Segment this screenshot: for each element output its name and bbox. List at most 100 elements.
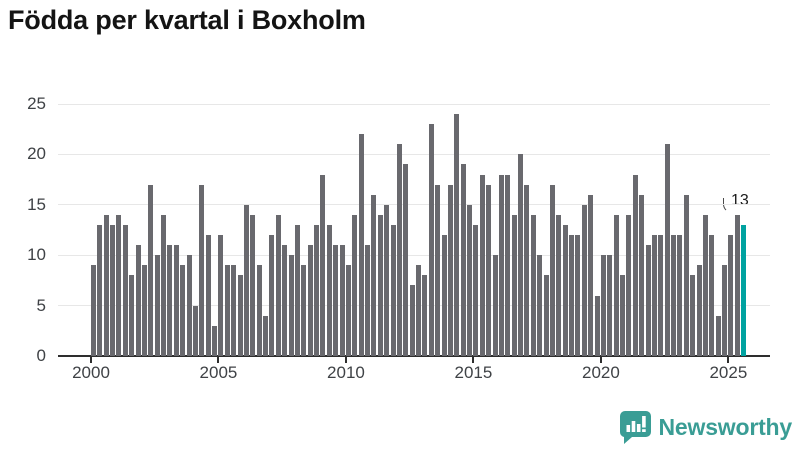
value-label: 13 <box>731 192 749 209</box>
bar <box>263 315 269 356</box>
bar <box>709 235 715 356</box>
bar <box>575 235 581 356</box>
x-axis-tick <box>472 357 475 363</box>
bar <box>581 204 587 356</box>
newsworthy-logo-icon <box>619 410 652 444</box>
bar <box>658 235 664 356</box>
bar <box>556 214 562 356</box>
bar <box>396 144 402 356</box>
bar <box>460 164 466 356</box>
newsworthy-wordmark: Newsworthy <box>658 413 793 440</box>
bar <box>498 174 504 356</box>
bar <box>199 184 205 356</box>
bar <box>683 194 689 356</box>
bar <box>645 245 651 356</box>
bar <box>562 224 568 356</box>
bar <box>345 265 351 356</box>
bar <box>492 255 498 356</box>
highlighted-bar <box>741 224 747 356</box>
bar <box>358 134 364 356</box>
bar <box>671 235 677 356</box>
x-axis-tick <box>599 357 602 363</box>
bar <box>333 245 339 356</box>
x-axis-label: 2005 <box>199 363 238 382</box>
bar <box>677 235 683 356</box>
bar <box>154 255 160 356</box>
bar <box>664 144 670 356</box>
bar <box>505 174 511 356</box>
bar <box>479 174 485 356</box>
x-axis-label: 2025 <box>709 363 748 382</box>
bar <box>607 255 613 356</box>
bar <box>224 265 230 356</box>
bar <box>307 245 313 356</box>
bar <box>103 214 109 356</box>
bar <box>275 214 281 356</box>
bar <box>135 245 141 356</box>
bar <box>218 235 224 356</box>
bar <box>256 265 262 356</box>
bar <box>626 214 632 356</box>
bar <box>212 325 218 356</box>
bar <box>161 214 167 356</box>
bar <box>167 245 173 356</box>
bar <box>97 224 103 356</box>
bar <box>205 235 211 356</box>
bar <box>116 214 122 356</box>
y-axis-label: 10 <box>27 245 46 265</box>
bar <box>416 265 422 356</box>
bar <box>294 224 300 356</box>
bar <box>428 124 434 356</box>
bar <box>728 235 734 356</box>
bar <box>441 235 447 356</box>
bar <box>620 275 626 356</box>
bar <box>91 265 96 356</box>
y-axis-label: 20 <box>27 144 46 164</box>
bar <box>148 184 154 356</box>
bar <box>530 214 536 356</box>
gridline <box>58 254 770 256</box>
y-axis-label: 25 <box>27 94 46 113</box>
bar <box>173 245 179 356</box>
x-axis-tick <box>217 357 220 363</box>
bar <box>543 275 549 356</box>
y-axis-label: 15 <box>27 194 46 214</box>
bar <box>467 204 473 356</box>
bar <box>511 214 517 356</box>
annotation-connector <box>723 198 732 213</box>
bar <box>639 194 645 356</box>
bar <box>613 214 619 356</box>
newsworthy-logo: Newsworthy <box>619 410 792 444</box>
bar <box>352 214 358 356</box>
bar <box>690 275 696 356</box>
bar <box>454 114 460 356</box>
bar <box>734 214 740 356</box>
bar <box>326 224 332 356</box>
bar <box>473 224 479 356</box>
bar <box>250 214 256 356</box>
bar <box>524 184 530 356</box>
bar <box>486 184 492 356</box>
x-axis-line <box>58 355 770 357</box>
bar <box>269 235 275 356</box>
bar <box>110 224 116 356</box>
bar <box>288 255 294 356</box>
gridline <box>58 153 770 155</box>
bar <box>594 295 600 356</box>
bar <box>632 174 638 356</box>
x-axis-label: 2000 <box>72 363 110 382</box>
bar <box>588 194 594 356</box>
gridline <box>58 103 770 105</box>
x-axis-tick <box>90 357 92 363</box>
bar <box>722 265 728 356</box>
bar <box>371 194 377 356</box>
x-axis-label: 2020 <box>581 363 620 382</box>
bar <box>600 255 606 356</box>
bar <box>651 235 657 356</box>
bar <box>186 255 192 356</box>
bar <box>129 275 135 356</box>
bar <box>377 214 383 356</box>
bar <box>141 265 147 356</box>
bar <box>549 184 555 356</box>
bar <box>243 204 249 356</box>
